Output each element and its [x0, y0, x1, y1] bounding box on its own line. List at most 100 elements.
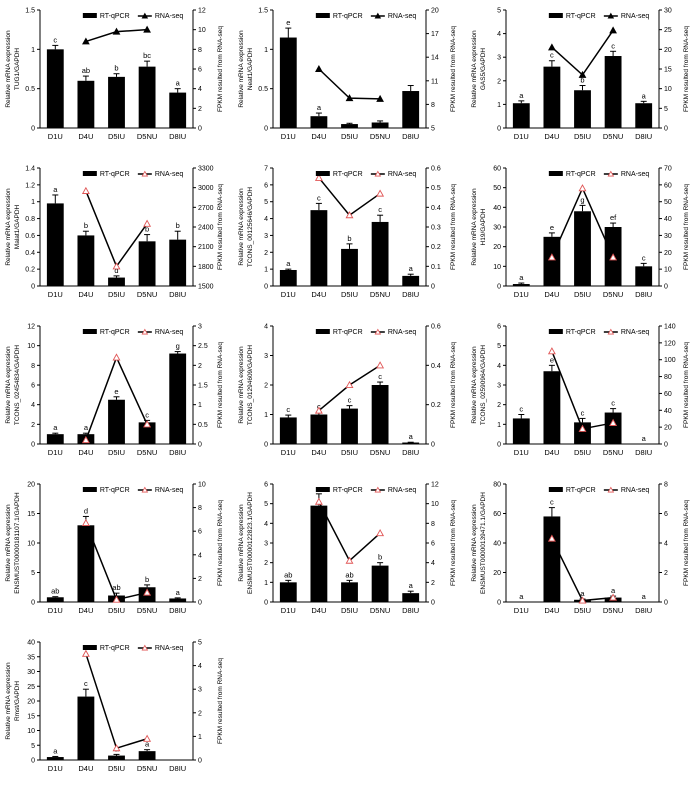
x-tick-label: D5NU [137, 606, 157, 615]
gene-label: TCONS_02590964/GAPDH [480, 345, 487, 426]
right-axis-label: FPKM resulted from RNA-seq [450, 500, 457, 586]
gene-label: TCONS_02454834/GAPDH [14, 345, 21, 426]
left-tick-label: 20 [493, 570, 501, 577]
rna-seq-line [318, 501, 381, 562]
left-tick-label: 4 [497, 31, 501, 38]
bar-D4U [543, 66, 561, 128]
rna-seq-line [318, 177, 381, 217]
legend-line-label: RNA-seq [155, 645, 184, 652]
x-tick-label: D5IU [574, 448, 591, 457]
significance-letter: g [580, 195, 584, 204]
legend-line-marker [607, 328, 615, 335]
right-tick-label: 6 [664, 511, 668, 518]
legend-bar-label: RT-qPCR [333, 171, 363, 178]
right-tick-label: 6 [431, 541, 435, 548]
left-tick-label: 5 [31, 570, 35, 577]
left-tick-label: 80 [493, 482, 501, 489]
panel-10: 0 5 10 15 20 0 2 4 6 8 10 Relative mRNA expression E… [5, 482, 224, 616]
rna-seq-point [81, 186, 90, 194]
x-tick-label: D5IU [574, 290, 591, 299]
left-tick-label: 20 [27, 482, 35, 489]
x-tick-label: D5IU [108, 764, 125, 773]
bar-D4U [77, 525, 95, 602]
x-tick-label: D4U [544, 290, 559, 299]
right-axis-label: FPKM resulted from RNA-seq [217, 500, 224, 586]
bar-D5NU [138, 66, 156, 128]
left-tick-label: 3 [264, 353, 268, 360]
x-tick-label: D1U [281, 290, 296, 299]
legend-bar-swatch [82, 645, 97, 650]
legend-line-marker [607, 12, 615, 19]
right-tick-label: 0 [431, 600, 435, 607]
left-axis-label: Relative mRNA expression [471, 346, 478, 424]
significance-letter: b [145, 225, 149, 234]
bar-D4U [77, 696, 95, 760]
right-tick-label: 10 [431, 501, 439, 508]
left-tick-label: 40 [493, 205, 501, 212]
legend-bar-swatch [315, 329, 330, 334]
right-axis-label: FPKM resulted from RNA-seq [683, 184, 690, 270]
rna-seq-point [112, 27, 121, 35]
bar-D5IU [341, 408, 358, 444]
bar-D8IU [169, 239, 187, 286]
rna-seq-point [143, 734, 152, 742]
rna-seq-point [578, 424, 587, 432]
gene-label: TCONS_00125646/GAPDH [247, 187, 254, 268]
significance-letter: e [550, 223, 554, 232]
right-tick-label: 1 [198, 402, 202, 409]
x-tick-label: D5IU [108, 132, 125, 141]
significance-letter: c [550, 498, 554, 507]
legend-bar-swatch [82, 171, 97, 176]
right-axis-label: FPKM resulted from RNA-seq [217, 184, 224, 270]
x-tick-label: D8IU [402, 606, 419, 615]
rna-seq-point [112, 262, 121, 270]
rna-seq-point [345, 94, 354, 102]
right-tick-label: 40 [664, 408, 672, 415]
left-tick-label: 20 [493, 244, 501, 251]
significance-letter: a [176, 79, 181, 88]
bar-D1U [279, 269, 297, 286]
right-axis-label: FPKM resulted from RNA-seq [217, 26, 224, 112]
rna-seq-point [609, 253, 618, 261]
bar-D1U [46, 49, 64, 129]
significance-letter: c [550, 51, 554, 60]
bar-D5NU [371, 385, 389, 444]
rna-seq-point [547, 253, 556, 261]
significance-letter: a [409, 264, 414, 273]
right-axis-label: FPKM resulted from RNA-seq [217, 658, 224, 744]
significance-letter: b [145, 575, 149, 584]
significance-letter: c [286, 405, 290, 414]
left-tick-label: 1 [497, 102, 501, 109]
bar-D5NU [371, 565, 389, 602]
right-tick-label: 12 [198, 8, 206, 15]
x-tick-label: D4U [544, 132, 559, 141]
right-tick-label: 0 [664, 126, 668, 133]
legend-line-label: RNA-seq [621, 329, 650, 336]
gene-label: ENSMUST00000139471.1/GAPDH [480, 492, 487, 594]
right-tick-label: 15 [664, 67, 672, 74]
legend-line-label: RNA-seq [155, 329, 184, 336]
rna-seq-point [314, 497, 323, 505]
right-tick-label: 140 [664, 324, 676, 331]
rna-seq-point [609, 26, 617, 34]
x-tick-label: D1U [514, 132, 529, 141]
left-axis-label: Relative mRNA expression [238, 346, 245, 424]
left-axis-label: Relative mRNA expression [471, 188, 478, 266]
legend-bar-label: RT-qPCR [333, 329, 363, 336]
rna-seq-point [609, 593, 618, 601]
right-tick-label: 0 [198, 600, 202, 607]
right-tick-label: 5 [664, 106, 668, 113]
left-axis-label: Relative mRNA expression [5, 662, 12, 740]
x-tick-label: D1U [281, 132, 296, 141]
legend-line-label: RNA-seq [388, 329, 417, 336]
legend-bar-swatch [315, 487, 330, 492]
right-tick-label: 60 [664, 182, 672, 189]
left-tick-label: 3 [264, 541, 268, 548]
right-tick-label: 20 [431, 8, 439, 15]
left-tick-label: 40 [27, 640, 35, 647]
rna-seq-point [547, 534, 556, 542]
right-tick-label: 2100 [198, 244, 214, 251]
significance-letter: d [114, 266, 118, 275]
left-tick-label: 0.4 [25, 250, 35, 257]
